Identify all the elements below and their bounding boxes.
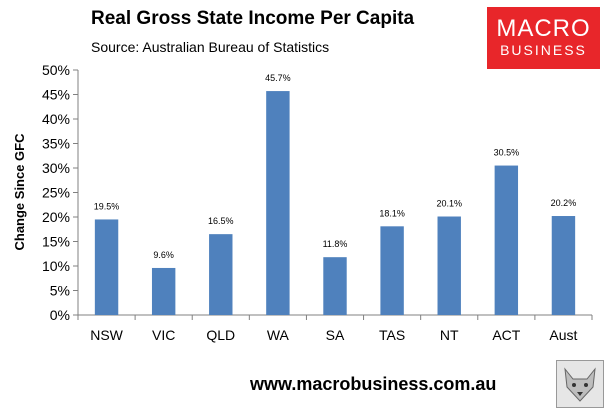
data-label: 18.1% xyxy=(379,208,405,218)
macrobusiness-logo: MACRO BUSINESS xyxy=(487,7,600,69)
bar-vic xyxy=(151,267,176,315)
x-tick-label: NT xyxy=(440,327,459,343)
x-axis: NSW VIC QLD WA SA TAS NT ACT Aust xyxy=(77,314,593,343)
x-tick-label: ACT xyxy=(492,327,520,343)
x-tick-label: WA xyxy=(267,327,290,343)
chart-source: Source: Australian Bureau of Statistics xyxy=(91,39,330,55)
logo-line1: MACRO xyxy=(496,15,591,42)
y-tick-label: 15% xyxy=(42,234,70,250)
data-label: 11.8% xyxy=(323,239,348,249)
bar-wa xyxy=(266,91,290,315)
y-axis-label: Change Since GFC xyxy=(12,133,27,251)
bar-qld xyxy=(209,234,233,315)
y-tick-label: 25% xyxy=(42,185,70,201)
data-label: 16.5% xyxy=(208,216,234,226)
bar-tas xyxy=(380,226,404,315)
x-tick-label: Aust xyxy=(549,327,577,343)
y-tick-label: 5% xyxy=(50,283,70,299)
wolf-mascot-icon xyxy=(556,360,604,408)
y-axis: 0% 5% 10% 15% 20% 25% 30% 35% 40% 45% 50% xyxy=(42,62,79,323)
y-tick-label: 0% xyxy=(50,307,70,323)
bar-nsw xyxy=(94,219,119,315)
y-tick-label: 20% xyxy=(42,209,70,225)
x-tick-label: SA xyxy=(326,327,345,343)
bar-aust xyxy=(551,216,576,315)
data-label: 45.7% xyxy=(265,73,291,83)
bar-sa xyxy=(323,257,347,315)
y-tick-label: 30% xyxy=(42,160,70,176)
data-label: 19.5% xyxy=(94,201,120,211)
x-tick-label: QLD xyxy=(206,327,235,343)
data-label: 20.2% xyxy=(551,198,577,208)
y-tick-label: 40% xyxy=(42,111,70,127)
data-label: 9.6% xyxy=(153,250,174,260)
x-tick-label: VIC xyxy=(152,327,175,343)
bar-series: 19.5% 9.6% 16.5% 45.7% 11.8% 18.1% 20.1% 30.5% 2… xyxy=(94,73,576,315)
x-tick-label: TAS xyxy=(379,327,405,343)
y-tick-label: 50% xyxy=(42,62,70,78)
data-label: 30.5% xyxy=(494,148,520,158)
y-tick-label: 45% xyxy=(42,87,70,103)
chart-title: Real Gross State Income Per Capita xyxy=(91,8,415,29)
data-label: 20.1% xyxy=(436,199,462,209)
footer-url: www.macrobusiness.com.au xyxy=(250,374,497,394)
y-tick-label: 35% xyxy=(42,136,70,152)
bar-nt xyxy=(437,216,461,315)
bar-act xyxy=(494,165,519,315)
logo-line2: BUSINESS xyxy=(500,42,587,58)
x-tick-label: NSW xyxy=(90,327,123,343)
y-tick-label: 10% xyxy=(42,258,70,274)
